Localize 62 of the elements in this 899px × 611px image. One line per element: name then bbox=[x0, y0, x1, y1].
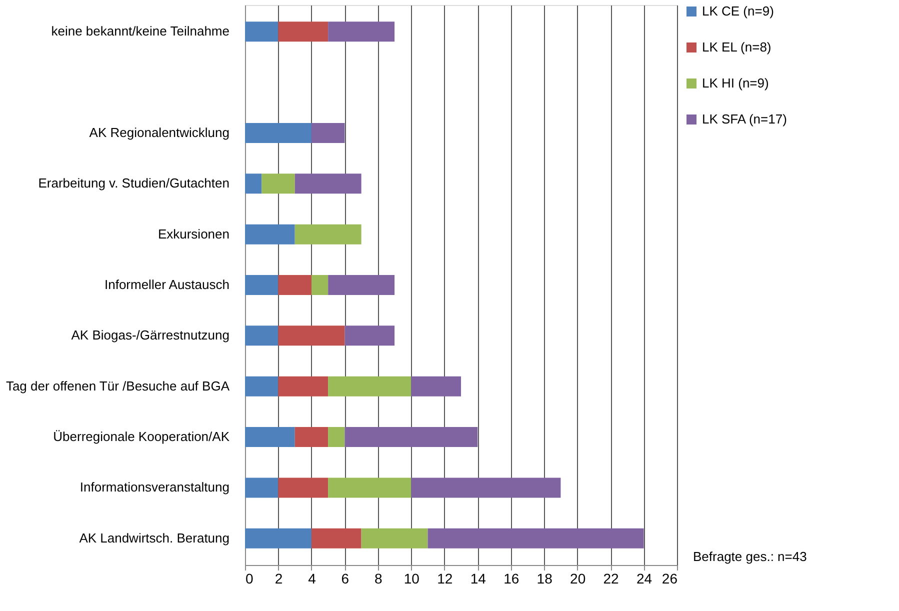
x-tick-label: 20 bbox=[570, 570, 586, 586]
bar bbox=[245, 478, 278, 498]
x-tick-label: 18 bbox=[536, 570, 553, 586]
bar bbox=[245, 122, 312, 143]
y-tick-label: Erarbeitung v. Studien/Gutachten bbox=[38, 176, 230, 191]
bar bbox=[328, 275, 395, 295]
x-tick-label: 0 bbox=[246, 570, 254, 586]
bar bbox=[328, 22, 395, 42]
bar bbox=[294, 427, 328, 448]
bar bbox=[294, 224, 362, 244]
y-tick-label: Überregionale Kooperation/AK bbox=[53, 429, 230, 444]
x-tick-label: 12 bbox=[437, 570, 453, 586]
bar bbox=[278, 22, 328, 42]
bar bbox=[245, 326, 278, 346]
bar bbox=[311, 122, 345, 143]
x-tick-label: 4 bbox=[308, 570, 316, 586]
x-tick-label: 8 bbox=[374, 570, 383, 586]
bar bbox=[311, 528, 362, 548]
x-tick-label: 2 bbox=[274, 570, 283, 586]
bar bbox=[245, 224, 295, 244]
bar bbox=[278, 326, 345, 346]
bar bbox=[411, 376, 461, 396]
x-tick-label: 22 bbox=[603, 570, 620, 586]
y-tick-label: keine bekannt/keine Teilnahme bbox=[51, 24, 230, 39]
bar bbox=[328, 376, 412, 396]
text: Befragte ges.: n=43 bbox=[693, 549, 807, 564]
legend-label: LK EL (n=8) bbox=[702, 40, 772, 54]
x-tick-label: 16 bbox=[504, 570, 520, 586]
y-tick-label: AK Regionalentwicklung bbox=[89, 124, 230, 140]
legend-label: LK SFA (n=17) bbox=[702, 112, 787, 126]
bar bbox=[428, 528, 644, 548]
bar bbox=[344, 427, 478, 448]
bar bbox=[245, 528, 312, 548]
bar bbox=[262, 174, 295, 194]
y-tick-label: Exkursionen bbox=[158, 226, 230, 242]
y-tick-label: AK Landwirtsch. Beratung bbox=[79, 530, 230, 546]
bar bbox=[311, 275, 328, 295]
x-tick-label: 24 bbox=[636, 570, 652, 586]
x-tick-label: 6 bbox=[341, 570, 350, 586]
bar bbox=[245, 427, 295, 448]
bar bbox=[278, 478, 328, 498]
bar bbox=[245, 22, 278, 42]
y-tick-label: AK Biogas-/Gärrestnutzung bbox=[71, 328, 230, 343]
y-tick-label: Informationsveranstaltung bbox=[80, 480, 230, 495]
bar bbox=[245, 275, 278, 295]
legend-label: LK HI (n=9) bbox=[702, 76, 769, 90]
bar bbox=[278, 376, 328, 396]
x-tick-label: 10 bbox=[404, 570, 420, 586]
bar bbox=[361, 528, 428, 548]
y-tick-label: Informeller Austausch bbox=[104, 277, 230, 292]
bar bbox=[245, 174, 262, 194]
bar bbox=[344, 326, 395, 346]
y-tick-label: Tag der offenen Tür /Besuche auf BGA bbox=[6, 378, 230, 394]
bar bbox=[245, 376, 278, 396]
bar bbox=[294, 174, 362, 194]
bar bbox=[328, 427, 345, 448]
bar bbox=[328, 478, 412, 498]
x-tick-label: 14 bbox=[470, 570, 486, 586]
bar bbox=[278, 275, 312, 295]
bar bbox=[411, 478, 561, 498]
x-tick-label: 26 bbox=[662, 570, 678, 586]
legend-label: LK CE (n=9) bbox=[702, 4, 774, 18]
